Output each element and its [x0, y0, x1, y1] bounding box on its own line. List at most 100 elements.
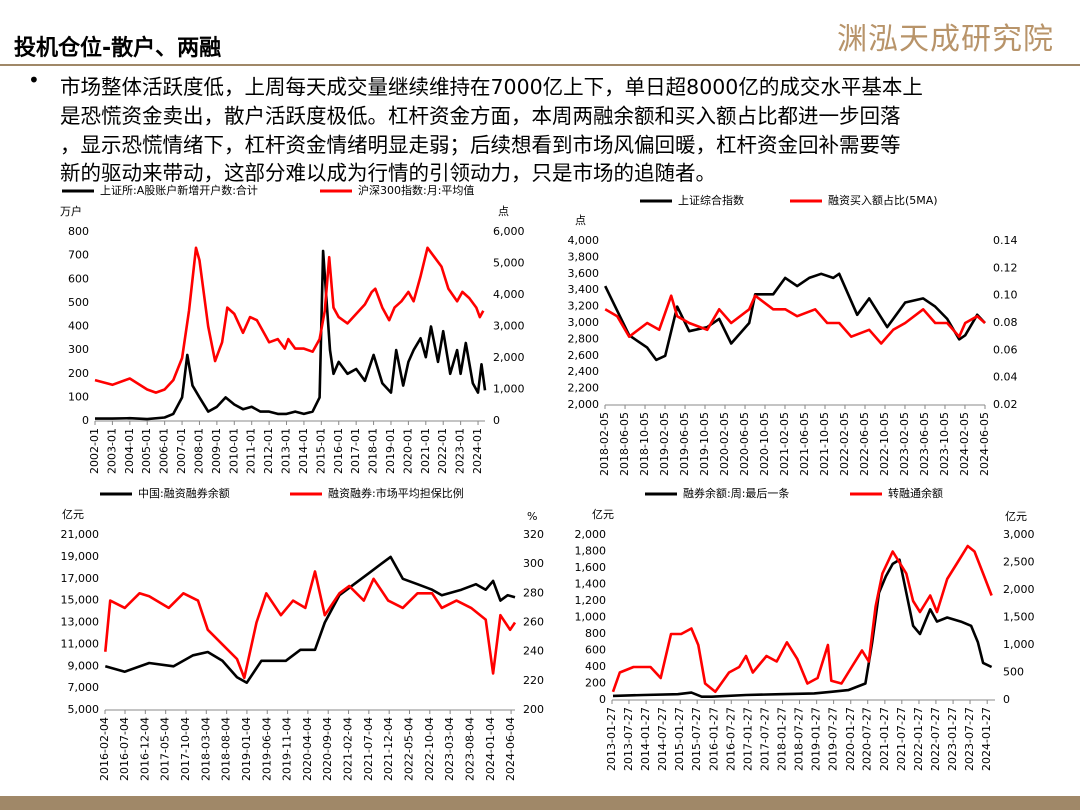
bullet-line: ，显示恐慌情绪下，杠杆资金情绪明显走弱；后续想看到市场风偏回暖，杠杆资金回补需要…: [60, 133, 901, 157]
x-tick-label: 2022-10-05: [878, 412, 891, 476]
x-tick-label: 2023-01-27: [946, 707, 959, 771]
x-tick-label: 2024-06-04: [504, 717, 517, 781]
x-tick-label: 2018-07-27: [792, 707, 805, 771]
y-tick-label: 1,000: [575, 611, 607, 624]
x-tick-label: 2020-01-27: [844, 707, 857, 771]
x-tick-label: 2022-07-27: [929, 707, 942, 771]
y2-tick-label: 3,000: [1003, 528, 1035, 541]
y-tick-label: 2,200: [568, 382, 600, 395]
y2-tick-label: 2,500: [1003, 556, 1035, 569]
x-tick-label: 2023-10-05: [938, 412, 951, 476]
series-line: [604, 294, 986, 345]
x-tick-label: 2017-01: [349, 428, 362, 474]
y-tick-label: 1,200: [575, 594, 607, 607]
x-tick-label: 2015-01-27: [673, 707, 686, 771]
x-tick-label: 2021-07-04: [362, 717, 375, 781]
y-tick-label: 0: [82, 414, 89, 427]
y2-tick-label: 0.02: [993, 398, 1018, 411]
x-tick-label: 2024-01-27: [980, 707, 993, 771]
y2-tick-label: 1,000: [493, 383, 525, 396]
y-tick-label: 2,600: [568, 349, 600, 362]
x-tick-label: 2008-01: [192, 428, 205, 474]
legend-label: 融资融券:市场平均担保比例: [328, 486, 464, 500]
bullet-line: 新的驱动来带动，这部分难以成为行情的引领动力，只是市场的追随者。: [60, 161, 716, 185]
series-line: [604, 272, 986, 362]
x-tick-label: 2022-06-05: [858, 412, 871, 476]
y-tick-label: 19,000: [61, 550, 100, 563]
y2-tick-label: 5,000: [493, 257, 525, 270]
x-tick-label: 2021-07-27: [895, 707, 908, 771]
x-tick-label: 2020-10-05: [758, 412, 771, 476]
x-tick-label: 2024-02-05: [958, 412, 971, 476]
y-tick-label: 15,000: [61, 594, 100, 607]
x-tick-label: 2019-01-27: [810, 707, 823, 771]
x-tick-label: 2023-06-05: [918, 412, 931, 476]
x-tick-label: 2022-10-04: [423, 717, 436, 781]
x-tick-label: 2022-02-05: [838, 412, 851, 476]
series-line: [104, 555, 516, 684]
y2-tick-label: 320: [523, 528, 544, 541]
y-tick-label: 4,000: [568, 234, 600, 247]
x-tick-label: 2019-06-05: [678, 412, 691, 476]
x-tick-label: 2002-01: [88, 428, 101, 474]
y-tick-label: 3,400: [568, 283, 600, 296]
y-tick-label: 2,400: [568, 365, 600, 378]
x-tick-label: 2022-01: [436, 428, 449, 474]
x-tick-label: 2024-06-05: [978, 412, 991, 476]
legend-label: 上证所:A股账户新增开户数:合计: [100, 183, 258, 197]
legend-label: 转融通余额: [888, 486, 943, 500]
x-tick-label: 2013-01: [280, 428, 293, 474]
x-tick-label: 2017-07-27: [758, 707, 771, 771]
y2-tick-label: 6,000: [493, 225, 525, 238]
x-tick-label: 2015-07-27: [690, 707, 703, 771]
footer-bar: [0, 796, 1080, 810]
legend-label: 中国:融资融券余额: [138, 486, 230, 500]
x-tick-label: 2016-07-04: [118, 717, 131, 781]
bullet-dot: •: [28, 68, 40, 92]
y2-tick-label: 0.06: [993, 343, 1018, 356]
x-tick-label: 2023-08-04: [463, 717, 476, 781]
x-tick-label: 2009-01: [210, 428, 223, 474]
x-tick-label: 2007-01: [175, 428, 188, 474]
y-tick-label: 2,800: [568, 332, 600, 345]
y2-tick-label: 1,500: [1003, 611, 1035, 624]
y-tick-label: 600: [585, 644, 606, 657]
y2-tick-label: 0.10: [993, 289, 1018, 302]
y-tick-label: 3,200: [568, 300, 600, 313]
x-tick-label: 2018-08-04: [220, 717, 233, 781]
x-tick-label: 2014-01-27: [639, 707, 652, 771]
y2-tick-label: 220: [523, 674, 544, 687]
x-tick-label: 2023-03-04: [443, 717, 456, 781]
x-tick-label: 2018-06-05: [618, 412, 631, 476]
legend-label: 沪深300指数:月:平均值: [358, 183, 474, 197]
y-tick-label: 21,000: [61, 528, 100, 541]
y-tick-label: 800: [68, 225, 89, 238]
y-tick-label: 9,000: [68, 659, 100, 672]
y-tick-label: 7,000: [68, 681, 100, 694]
x-tick-label: 2019-02-05: [658, 412, 671, 476]
y-tick-label: 700: [68, 249, 89, 262]
x-tick-label: 2020-02-05: [718, 412, 731, 476]
x-tick-label: 2022-05-04: [403, 717, 416, 781]
x-tick-label: 2017-10-04: [179, 717, 192, 781]
legend-label: 融资买入额占比(5MA): [828, 193, 938, 207]
legend-label: 上证综合指数: [678, 193, 744, 207]
x-tick-label: 2020-09-04: [321, 717, 334, 781]
x-tick-label: 2021-02-05: [778, 412, 791, 476]
x-tick-label: 2016-01-27: [707, 707, 720, 771]
x-tick-label: 2010-01: [227, 428, 240, 474]
x-tick-label: 2014-01: [297, 428, 310, 474]
y-tick-label: 200: [585, 677, 606, 690]
x-tick-label: 2016-12-04: [138, 717, 151, 781]
x-tick-label: 2021-02-04: [342, 717, 355, 781]
x-tick-label: 2021-06-05: [798, 412, 811, 476]
y2-tick-label: 0: [1003, 693, 1010, 706]
x-tick-label: 2022-01-27: [912, 707, 925, 771]
logo: 渊泓天成研究院: [837, 22, 1054, 57]
y2-tick-label: 1,000: [1003, 638, 1035, 651]
x-tick-label: 2021-12-04: [382, 717, 395, 781]
bullet-line: 市场整体活跃度低，上周每天成交量继续维持在7000亿上下，单日超8000亿的成交…: [60, 75, 923, 99]
y-tick-label: 2,000: [568, 398, 600, 411]
